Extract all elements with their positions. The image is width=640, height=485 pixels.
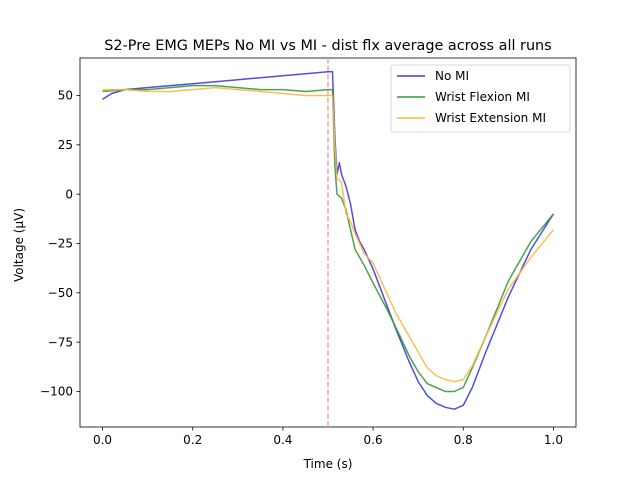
y-tick-label: 25 [58,138,73,152]
y-tick-label: −75 [48,335,73,349]
y-axis-title: Voltage (µV) [12,208,26,282]
x-tick-label: 0.4 [273,433,292,447]
x-tick-label: 0.6 [364,433,383,447]
legend-box [390,64,571,133]
chart-title: S2-Pre EMG MEPs No MI vs MI - dist flx a… [104,38,551,54]
legend-label: Wrist Extension MI [435,111,546,125]
y-tick-label: −25 [48,237,73,251]
x-axis-title: Time (s) [303,457,353,471]
series-line-2 [102,84,555,393]
series-line-3 [102,86,555,383]
x-tick-label: 0.2 [183,433,202,447]
legend-label: Wrist Flexion MI [435,90,530,104]
x-tick-label: 0.8 [454,433,473,447]
x-tick-label: 0.0 [93,433,112,447]
y-tick-label: −50 [48,286,73,300]
y-tick-label: 0 [65,187,73,201]
series-line-1 [102,71,555,410]
y-tick-label: −100 [40,385,73,399]
legend-label: No MI [435,69,469,83]
y-tick-label: 50 [58,89,73,103]
x-tick-label: 1.0 [544,433,563,447]
